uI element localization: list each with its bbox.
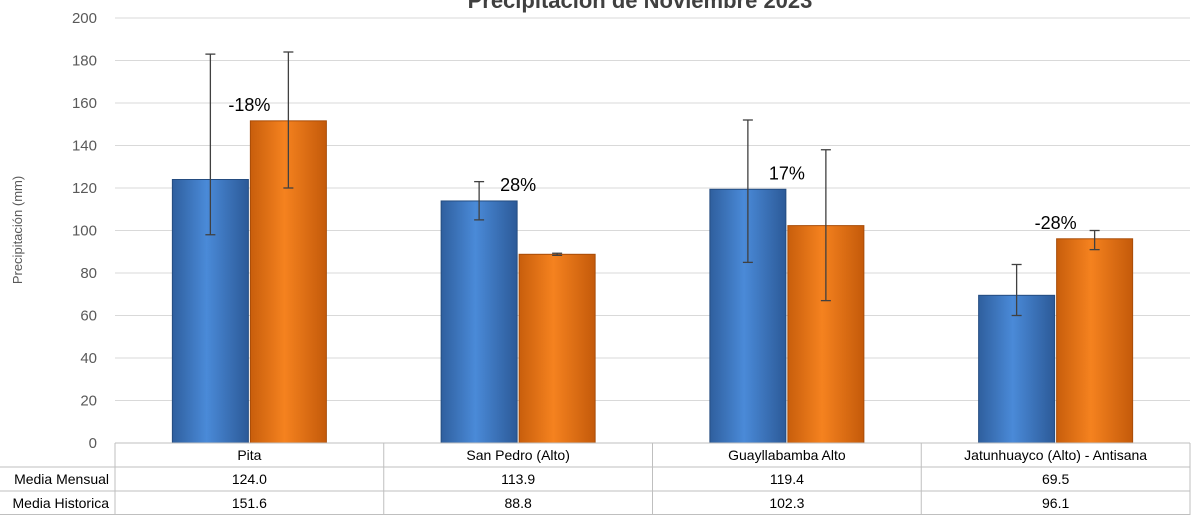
table-value: 102.3 (769, 495, 804, 511)
bar-media-mensual (978, 294, 1056, 444)
y-tick-label: 200 (72, 10, 97, 27)
percent-change-label: -18% (228, 95, 270, 115)
y-axis-label: Precipitación (mm) (10, 176, 25, 284)
category-label: Pita (237, 447, 261, 463)
y-tick-label: 180 (72, 53, 97, 70)
y-axis-ticks: 0 20 40 60 80 100 120 140 160 180 200 (72, 10, 97, 452)
category-label: San Pedro (Alto) (466, 447, 570, 463)
table-value: 96.1 (1042, 495, 1069, 511)
y-tick-label: 40 (80, 350, 97, 367)
y-tick-label: 0 (89, 435, 97, 452)
category-label: Jatunhuayco (Alto) - Antisana (964, 447, 1147, 463)
series-label-media-mensual: Media Mensual (14, 471, 109, 487)
table-value: 69.5 (1042, 471, 1069, 487)
category-label: Guayllabamba Alto (728, 447, 846, 463)
y-tick-label: 20 (80, 393, 97, 410)
error-bars (205, 51, 1100, 317)
y-tick-label: 140 (72, 138, 97, 155)
bar-media-historica (518, 253, 596, 444)
series-label-media-historica: Media Historica (13, 495, 110, 511)
chart-title: Precipitación de Noviembre 2023 (468, 0, 813, 13)
bars (171, 120, 1134, 444)
table-value: 113.9 (501, 471, 535, 487)
y-tick-label: 80 (80, 265, 97, 282)
table-value: 151.6 (232, 495, 267, 511)
y-tick-label: 120 (72, 180, 97, 197)
y-tick-label: 160 (72, 95, 97, 112)
percent-annotations: -18% 28% 17% -28% (228, 95, 1076, 233)
y-tick-label: 100 (72, 223, 97, 240)
table-value: 119.4 (770, 471, 804, 487)
percent-change-label: 28% (500, 175, 536, 195)
table-value: 88.8 (505, 495, 532, 511)
percent-change-label: -28% (1035, 213, 1077, 233)
table-value: 124.0 (232, 471, 267, 487)
bar-media-historica (1056, 238, 1134, 444)
data-table: Pita 124.0 151.6 San Pedro (Alto) 113.9 88.8 G… (0, 442, 1191, 515)
percent-change-label: 17% (769, 163, 805, 183)
y-tick-label: 60 (80, 308, 97, 325)
bar-media-mensual (440, 200, 518, 444)
